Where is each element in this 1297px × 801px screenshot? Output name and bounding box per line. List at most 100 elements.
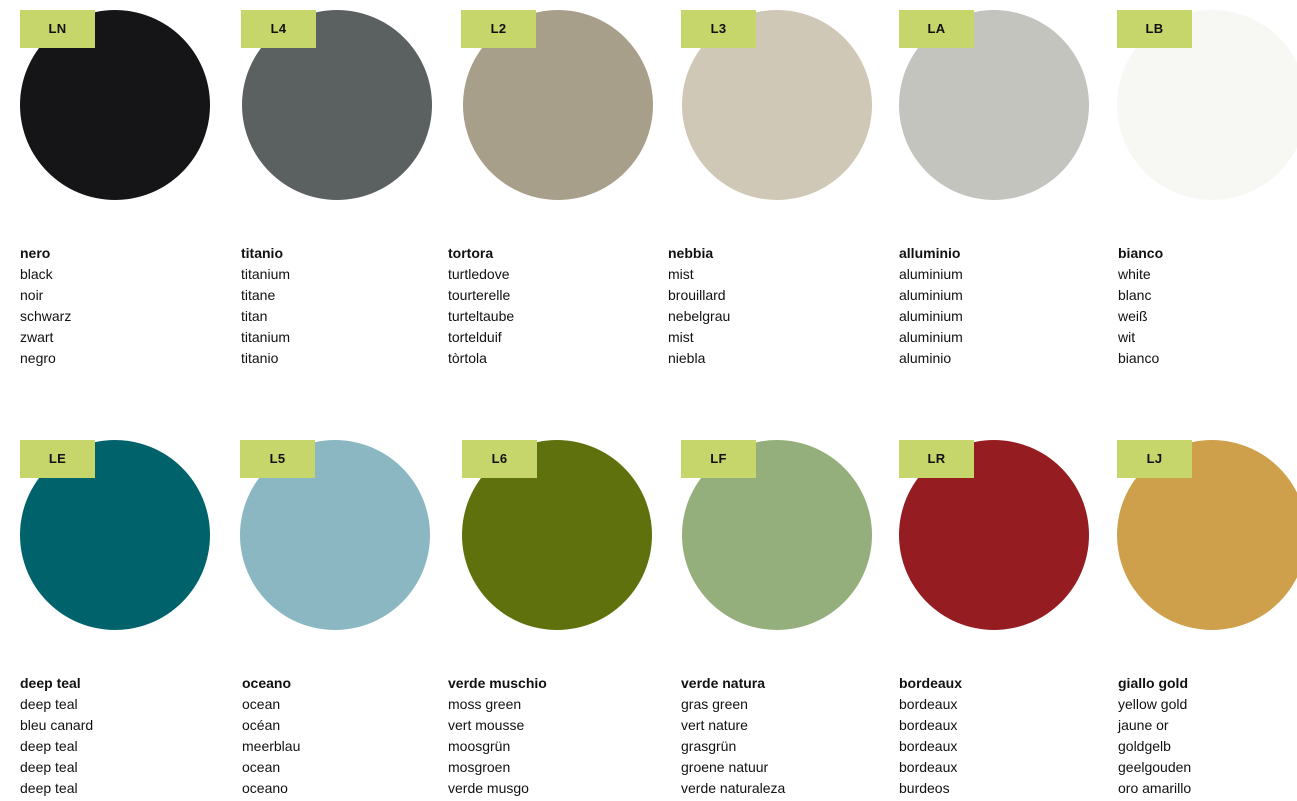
name-english: gras green bbox=[681, 696, 748, 712]
name-english: bordeaux bbox=[899, 696, 958, 712]
name-dutch: geelgouden bbox=[1118, 759, 1192, 775]
color-code-badge: LA bbox=[899, 10, 974, 48]
name-english: aluminium bbox=[899, 266, 963, 282]
color-name-list: nero black noir schwarz zwart negro bbox=[20, 243, 71, 369]
color-code-badge: L4 bbox=[241, 10, 316, 48]
swatch-l2: L2 tortora turtledove tourterelle turtel… bbox=[448, 0, 666, 370]
name-spanish: oro amarillo bbox=[1118, 780, 1192, 796]
name-italian: bianco bbox=[1118, 245, 1164, 261]
name-italian: verde natura bbox=[681, 675, 766, 691]
name-dutch: deep teal bbox=[20, 759, 78, 775]
name-french: brouillard bbox=[668, 287, 726, 303]
name-spanish: titanio bbox=[241, 350, 279, 366]
color-name-list: oceano ocean océan meerblau ocean oceano bbox=[242, 673, 300, 799]
name-german: goldgelb bbox=[1118, 738, 1171, 754]
color-code-badge: L6 bbox=[462, 440, 537, 478]
name-dutch: bordeaux bbox=[899, 759, 958, 775]
name-italian: bordeaux bbox=[899, 675, 963, 691]
color-name-list: alluminio aluminium aluminium aluminium … bbox=[899, 243, 963, 369]
swatch-l5: L5 oceano ocean océan meerblau ocean oce… bbox=[240, 430, 445, 800]
color-code-badge: LB bbox=[1117, 10, 1192, 48]
swatch-l4: L4 titanio titanium titane titan titaniu… bbox=[241, 0, 446, 370]
name-italian: giallo gold bbox=[1118, 675, 1188, 691]
color-code-badge: LE bbox=[20, 440, 95, 478]
name-german: moosgrün bbox=[448, 738, 511, 754]
name-english: deep teal bbox=[20, 696, 78, 712]
name-italian: tortora bbox=[448, 245, 494, 261]
name-english: black bbox=[20, 266, 53, 282]
name-spanish: tòrtola bbox=[448, 350, 487, 366]
name-spanish: niebla bbox=[668, 350, 706, 366]
name-french: jaune or bbox=[1118, 717, 1169, 733]
color-code-badge: LJ bbox=[1117, 440, 1192, 478]
swatch-le: LE deep teal deep teal bleu canard deep … bbox=[20, 430, 225, 800]
swatch-lf: LF verde natura gras green vert nature g… bbox=[681, 430, 886, 800]
name-german: deep teal bbox=[20, 738, 78, 754]
name-dutch: aluminium bbox=[899, 329, 963, 345]
name-english: moss green bbox=[448, 696, 522, 712]
name-french: noir bbox=[20, 287, 44, 303]
name-italian: oceano bbox=[242, 675, 292, 691]
name-italian: nebbia bbox=[668, 245, 714, 261]
name-spanish: negro bbox=[20, 350, 56, 366]
name-dutch: ocean bbox=[242, 759, 281, 775]
name-french: bleu canard bbox=[20, 717, 94, 733]
color-name-list: nebbia mist brouillard nebelgrau mist ni… bbox=[668, 243, 730, 369]
name-spanish: oceano bbox=[242, 780, 288, 796]
color-name-list: tortora turtledove tourterelle turteltau… bbox=[448, 243, 514, 369]
color-name-list: titanio titanium titane titan titanium t… bbox=[241, 243, 290, 369]
swatch-lj: LJ giallo gold yellow gold jaune or gold… bbox=[1117, 430, 1297, 800]
name-english: ocean bbox=[242, 696, 281, 712]
swatch-la: LA alluminio aluminium aluminium alumini… bbox=[899, 0, 1104, 370]
name-dutch: titanium bbox=[241, 329, 291, 345]
color-code-badge: LF bbox=[681, 440, 756, 478]
name-dutch: wit bbox=[1118, 329, 1136, 345]
color-name-list: deep teal deep teal bleu canard deep tea… bbox=[20, 673, 93, 799]
name-spanish: burdeos bbox=[899, 780, 950, 796]
name-spanish: bianco bbox=[1118, 350, 1160, 366]
swatch-l3: L3 nebbia mist brouillard nebelgrau mist… bbox=[668, 0, 886, 370]
name-french: bordeaux bbox=[899, 717, 958, 733]
name-english: turtledove bbox=[448, 266, 510, 282]
color-code-badge: LN bbox=[20, 10, 95, 48]
color-code-badge: LR bbox=[899, 440, 974, 478]
name-english: titanium bbox=[241, 266, 291, 282]
name-spanish: verde naturaleza bbox=[681, 780, 786, 796]
name-italian: alluminio bbox=[899, 245, 961, 261]
name-dutch: groene natuur bbox=[681, 759, 769, 775]
swatch-lr: LR bordeaux bordeaux bordeaux bordeaux b… bbox=[899, 430, 1104, 800]
name-dutch: mist bbox=[668, 329, 694, 345]
name-english: yellow gold bbox=[1118, 696, 1188, 712]
name-french: aluminium bbox=[899, 287, 963, 303]
name-german: turteltaube bbox=[448, 308, 515, 324]
swatch-l6: L6 verde muschio moss green vert mousse … bbox=[448, 430, 667, 800]
color-name-list: giallo gold yellow gold jaune or goldgel… bbox=[1118, 673, 1191, 799]
name-german: weiß bbox=[1118, 308, 1148, 324]
name-german: nebelgrau bbox=[668, 308, 731, 324]
name-english: mist bbox=[668, 266, 694, 282]
name-spanish: deep teal bbox=[20, 780, 78, 796]
name-english: white bbox=[1118, 266, 1151, 282]
name-french: vert nature bbox=[681, 717, 748, 733]
color-code-badge: L5 bbox=[240, 440, 315, 478]
name-french: tourterelle bbox=[448, 287, 511, 303]
color-name-list: bianco white blanc weiß wit bianco bbox=[1118, 243, 1163, 369]
color-name-list: verde natura gras green vert nature gras… bbox=[681, 673, 785, 799]
color-code-badge: L3 bbox=[681, 10, 756, 48]
name-french: blanc bbox=[1118, 287, 1152, 303]
name-spanish: aluminio bbox=[899, 350, 952, 366]
name-italian: titanio bbox=[241, 245, 283, 261]
color-code-badge: L2 bbox=[461, 10, 536, 48]
swatch-lb: LB bianco white blanc weiß wit bianco bbox=[1117, 0, 1297, 370]
name-french: vert mousse bbox=[448, 717, 525, 733]
color-name-list: bordeaux bordeaux bordeaux bordeaux bord… bbox=[899, 673, 962, 799]
name-german: bordeaux bbox=[899, 738, 958, 754]
name-german: titan bbox=[241, 308, 268, 324]
name-german: aluminium bbox=[899, 308, 963, 324]
name-german: grasgrün bbox=[681, 738, 737, 754]
name-french: titane bbox=[241, 287, 276, 303]
name-italian: deep teal bbox=[20, 675, 81, 691]
swatch-ln: LN nero black noir schwarz zwart negro bbox=[20, 0, 225, 370]
name-dutch: zwart bbox=[20, 329, 54, 345]
